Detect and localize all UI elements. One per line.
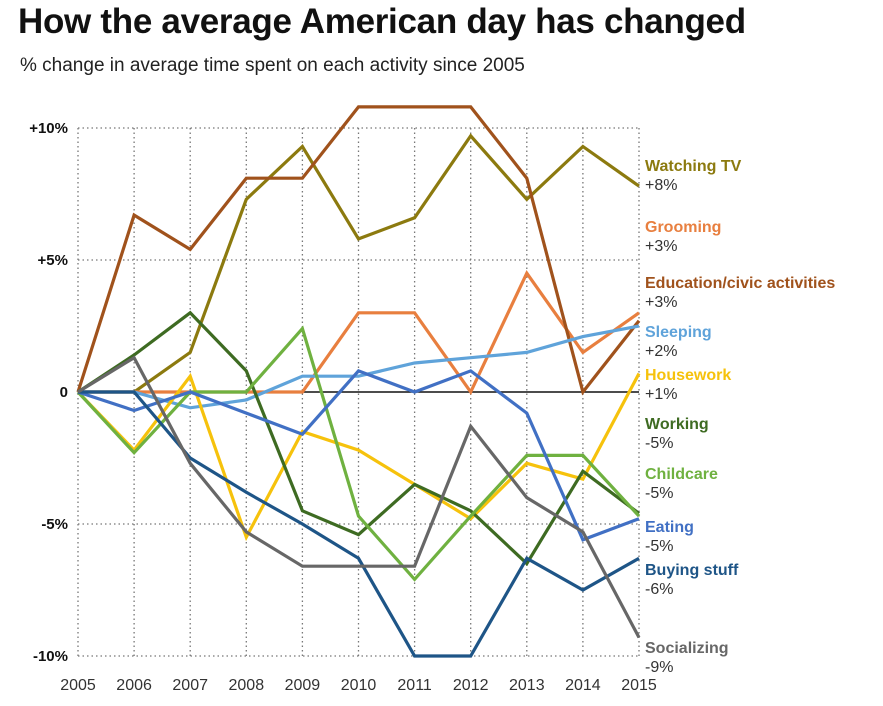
y-tick-label: -10% (33, 648, 68, 665)
series-name-label: Childcare (645, 466, 718, 483)
series-change-label: -6% (645, 581, 673, 598)
x-tick-label: 2010 (341, 677, 377, 694)
series-change-label: +3% (645, 294, 677, 311)
series-change-label: +3% (645, 238, 677, 255)
series-name-label: Socializing (645, 640, 729, 657)
series-name-label: Grooming (645, 219, 721, 236)
series-layer (76, 105, 641, 658)
series-line (77, 369, 640, 542)
chart-subtitle: % change in average time spent on each a… (20, 55, 525, 76)
series-line (78, 133, 640, 394)
x-tick-label: 2012 (453, 677, 489, 694)
x-tick-label: 2008 (229, 677, 265, 694)
x-tick-label: 2009 (285, 677, 321, 694)
x-tick-label: 2014 (565, 677, 601, 694)
series-name-label: Housework (645, 367, 731, 384)
series-change-label: -5% (645, 485, 673, 502)
series-line (76, 105, 641, 396)
chart-title: How the average American day has changed (18, 2, 746, 41)
series-line (78, 270, 640, 396)
series-line (77, 310, 640, 567)
series-change-label: -5% (645, 435, 673, 452)
series-line (78, 390, 640, 658)
series-line (76, 372, 641, 542)
series-name-label: Education/civic activities (645, 275, 835, 292)
y-tick-label: +5% (38, 252, 68, 269)
y-tick-label: +10% (29, 120, 68, 137)
y-tick-label: 0 (60, 384, 68, 401)
series-name-label: Watching TV (645, 158, 742, 175)
y-tick-label: -5% (41, 516, 68, 533)
series-change-label: -5% (645, 538, 673, 555)
x-tick-label: 2007 (172, 677, 208, 694)
series-line (76, 325, 641, 582)
x-tick-label: 2015 (621, 677, 657, 694)
series-line (77, 355, 641, 639)
x-tick-label: 2011 (397, 677, 432, 694)
series-name-label: Eating (645, 519, 694, 536)
series-change-label: +1% (645, 386, 677, 403)
x-tick-label: 2005 (60, 677, 96, 694)
x-tick-label: 2006 (116, 677, 152, 694)
axis-layer: +10% +5% 0 -5% -10% 2005 2006 2007 2008 2009 2010 2… (29, 120, 657, 694)
series-name-label: Sleeping (645, 324, 712, 341)
series-name-label: Buying stuff (645, 562, 739, 579)
series-label-layer: Watching TV +8% Grooming +3% Education/civic… (645, 158, 835, 676)
series-name-label: Working (645, 416, 709, 433)
series-change-label: +2% (645, 343, 677, 360)
series-change-label: -9% (645, 659, 673, 676)
x-tick-label: 2013 (509, 677, 545, 694)
series-change-label: +8% (645, 177, 677, 194)
